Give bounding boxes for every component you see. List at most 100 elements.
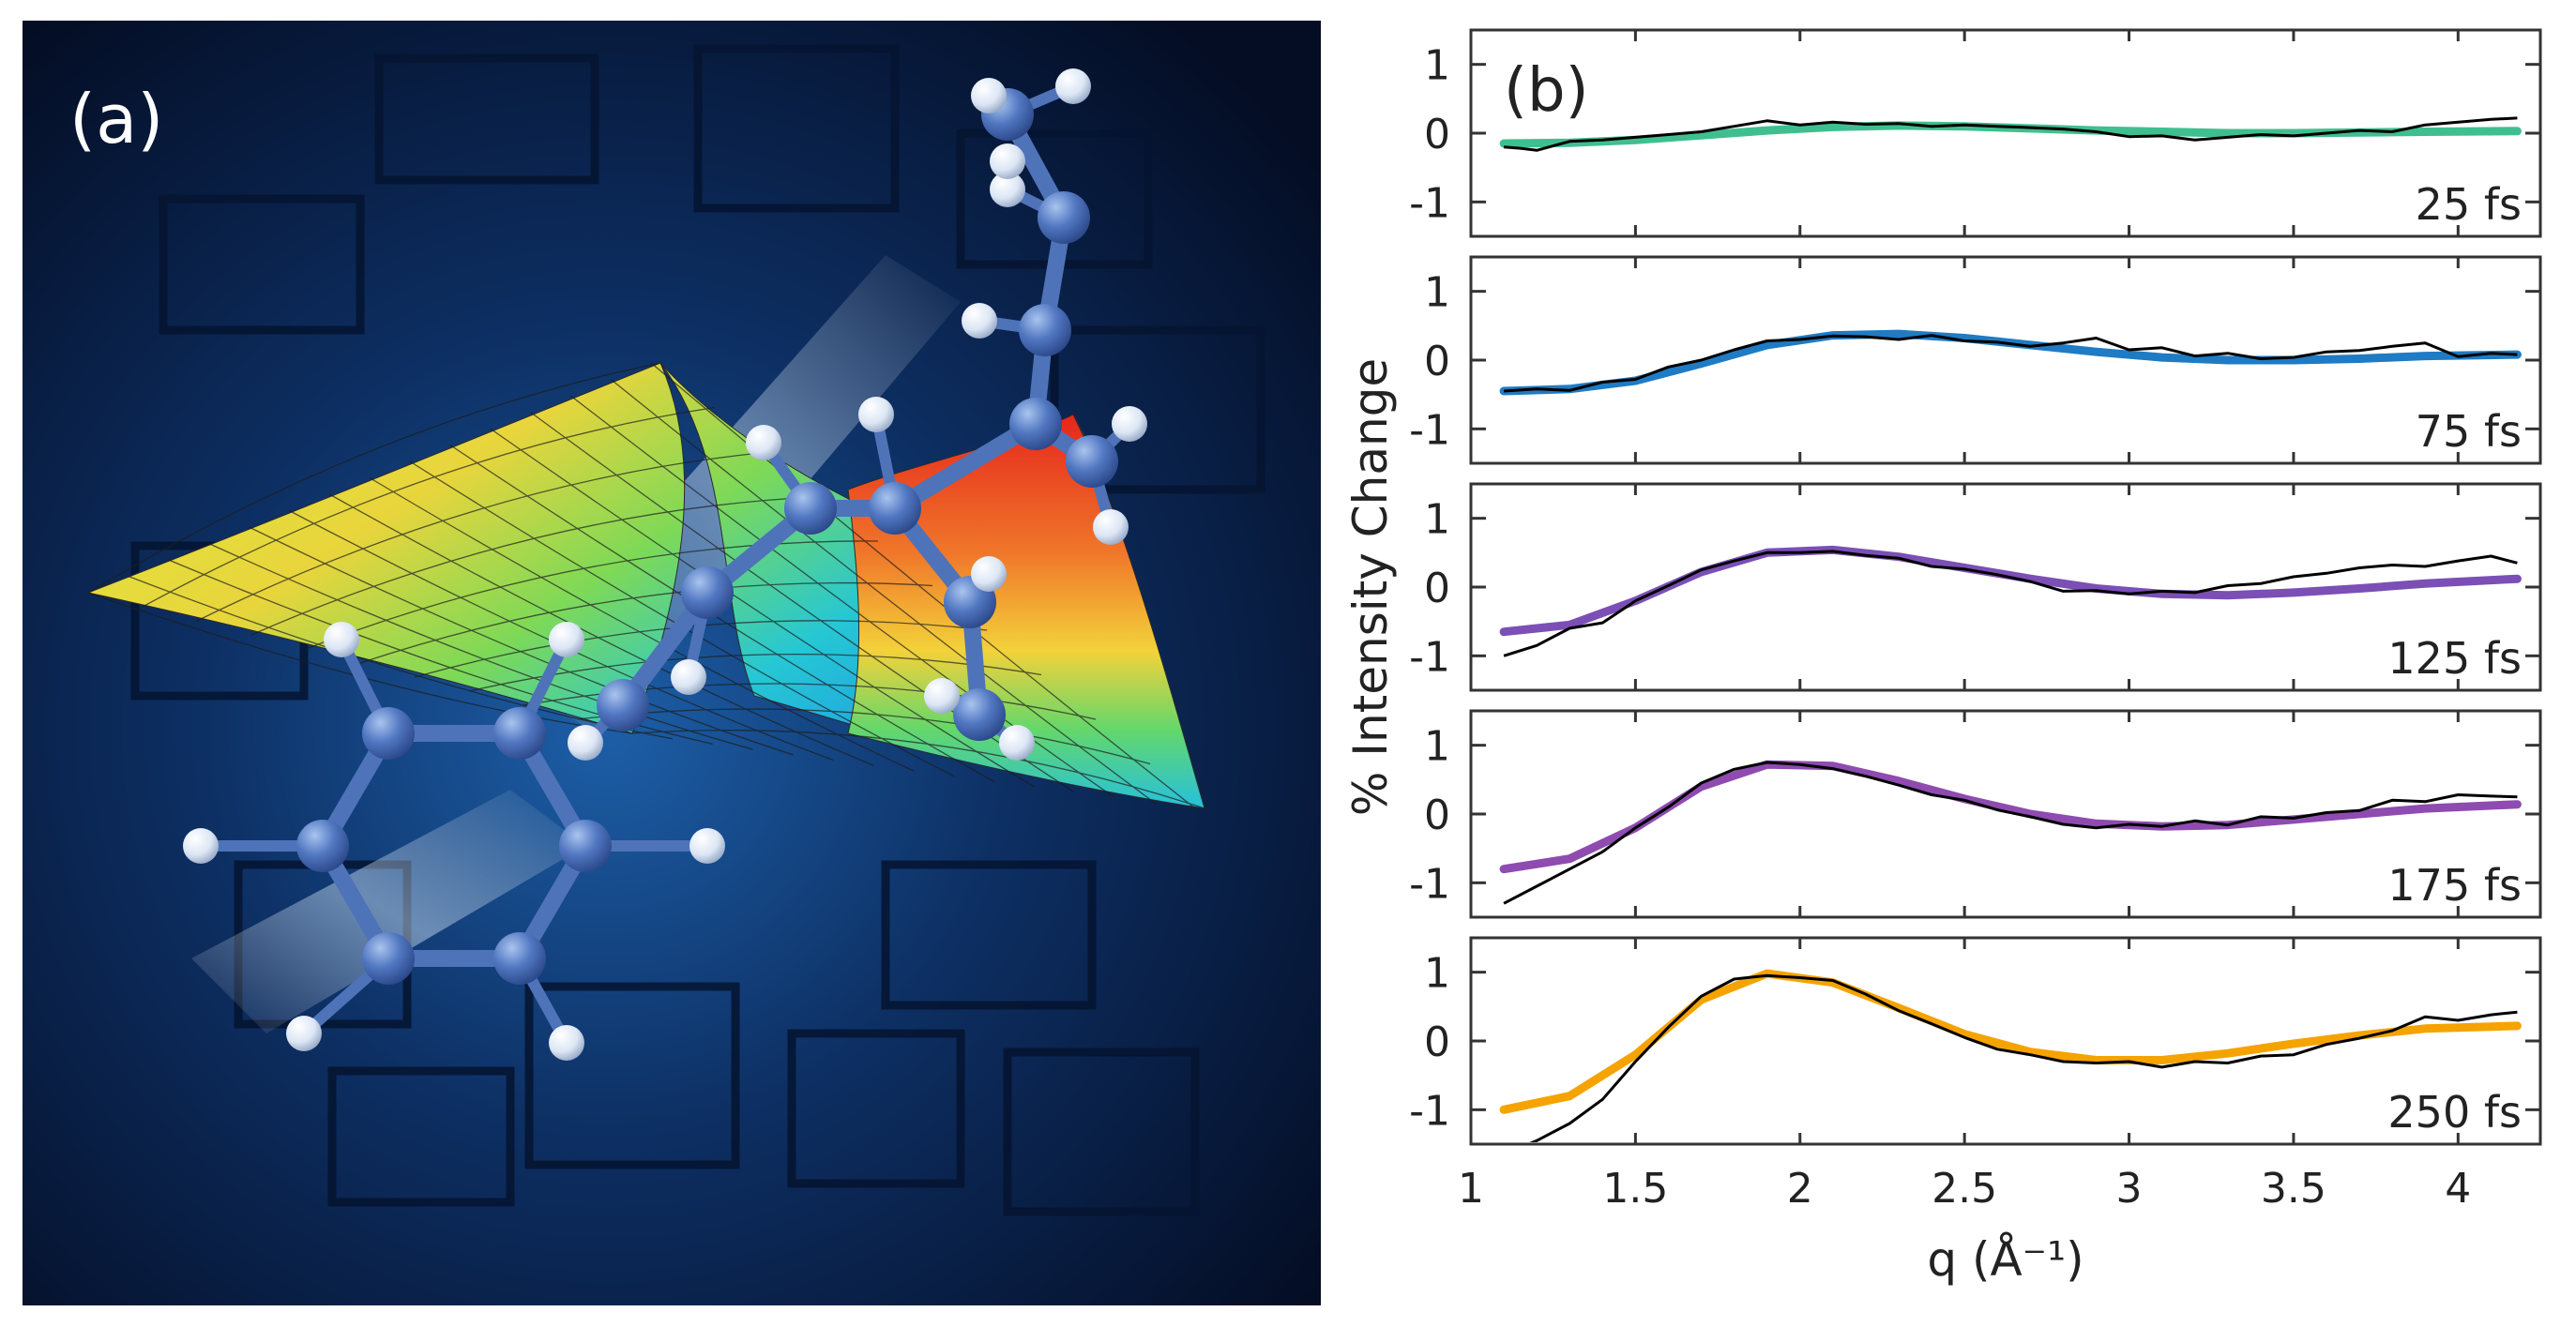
hydrogen-atom (183, 828, 219, 864)
y-tick-label: 0 (1424, 565, 1450, 612)
surface-mesh-line (208, 542, 753, 750)
y-tick-label: -1 (1409, 1087, 1450, 1135)
hydrogen-atom (324, 622, 359, 657)
hydrogen-atom (924, 678, 960, 714)
light-beam (191, 790, 585, 1033)
delay-label: 125 fs (2387, 633, 2522, 684)
panel-b-label: (b) (1504, 56, 1589, 126)
hydrogen-atom (971, 556, 1007, 592)
carbon-atom (1019, 304, 1071, 356)
delay-label: 75 fs (2416, 406, 2522, 457)
y-tick-label: 1 (1424, 269, 1450, 317)
surface-mesh-line (328, 493, 874, 766)
carbon-atom (362, 932, 415, 985)
y-tick-label: 1 (1424, 950, 1450, 998)
subplot-125-fs: 1 0 -1 125 fs (1409, 482, 2542, 692)
x-tick-label: 3 (2116, 1165, 2143, 1213)
hydrogen-atom (1055, 68, 1091, 104)
delay-label: 175 fs (2387, 860, 2522, 911)
y-tick-label: -1 (1409, 860, 1450, 908)
surface-mesh-line (87, 362, 661, 594)
y-tick-label: 1 (1424, 42, 1450, 90)
carbon-atom (869, 482, 921, 535)
x-tick-label: 3.5 (2261, 1165, 2326, 1213)
hexatriene-chain-molecule (568, 68, 1147, 761)
hydrogen-atom (990, 143, 1025, 179)
x-tick-label: 1.5 (1602, 1165, 1668, 1213)
scattering-chart: 1 0 -1 25 fs 1 0 -1 75 fs 1 0 -1 125 fs 1 0 -1 175 fs 1 0… (1343, 28, 2542, 1287)
carbon-atom (953, 688, 1006, 741)
surface-mesh-line (87, 592, 633, 734)
y-tick-label: -1 (1409, 179, 1450, 227)
hydrogen-atom (971, 78, 1007, 113)
surface-mesh-line (249, 526, 794, 756)
carbon-atom (493, 932, 546, 985)
experiment-line (1503, 116, 2518, 152)
hydrogen-atom (549, 1025, 584, 1061)
surface-mesh-line (490, 428, 1035, 788)
hydrogen-atom (1093, 509, 1129, 545)
carbon-atom (597, 679, 649, 731)
hydrogen-atom (671, 659, 706, 695)
delay-label: 250 fs (2387, 1087, 2522, 1138)
y-tick-label: 0 (1424, 1018, 1450, 1066)
hydrogen-atom (1112, 406, 1147, 442)
hydrogen-atom (746, 425, 781, 460)
y-tick-label: 0 (1424, 792, 1450, 839)
surface-mesh-line (359, 581, 933, 664)
surface-mesh-line (569, 395, 1115, 799)
surface-mesh-line (196, 451, 770, 622)
surface-mesh-line (577, 708, 1151, 765)
benzene-ring-molecule (183, 622, 725, 1061)
x-axis-label: q (Å⁻¹) (1927, 1232, 2084, 1287)
bond (886, 415, 1044, 517)
subplot-25-fs: 1 0 -1 25 fs (1409, 28, 2542, 238)
carbon-atom (559, 820, 612, 872)
experiment-line (1503, 761, 2518, 905)
carbon-atom (296, 820, 349, 872)
illustration-panel: (a) (23, 21, 1321, 1305)
y-tick-label: -1 (1409, 633, 1450, 681)
hydrogen-atom (962, 303, 997, 339)
y-tick-label: 0 (1424, 111, 1450, 158)
hydrogen-atom (286, 1016, 322, 1051)
y-axis-label: % Intensity Change (1343, 358, 1398, 816)
x-tick-label: 4 (2445, 1165, 2471, 1213)
subplot-75-fs: 1 0 -1 75 fs (1409, 255, 2542, 465)
carbon-atom (681, 566, 734, 619)
hydrogen-atom (990, 172, 1025, 207)
surface-mesh-line (305, 540, 879, 650)
subplot-175-fs: 1 0 -1 175 fs (1409, 709, 2542, 919)
experiment-line (1504, 334, 2518, 393)
surface-mesh-line (610, 378, 1156, 804)
y-tick-label: -1 (1409, 406, 1450, 454)
carbon-atom (1009, 398, 1062, 450)
carbon-atom (362, 707, 415, 760)
hydrogen-atom (689, 828, 725, 864)
carbon-atom (1038, 191, 1090, 244)
surface-mesh-line (142, 406, 716, 608)
experiment-line (1503, 550, 2518, 657)
surface-mesh-line (288, 509, 834, 762)
experiment-line (1529, 973, 2518, 1142)
surface-mesh-line (650, 362, 1196, 809)
y-tick-label: 1 (1424, 723, 1450, 771)
x-tick-label: 2 (1787, 1165, 1813, 1213)
x-tick-label: 1 (1458, 1165, 1484, 1213)
x-tick-label: 2.5 (1932, 1165, 1997, 1213)
hydrogen-atom (858, 397, 894, 432)
surface-mesh-line (631, 730, 1205, 809)
delay-label: 25 fs (2416, 179, 2522, 230)
carbon-atom (1066, 435, 1118, 488)
panel-a-label: (a) (69, 80, 163, 158)
hydrogen-atom (999, 725, 1035, 761)
y-tick-label: 1 (1424, 496, 1450, 544)
subplot-250-fs: 1 0 -1 250 fs (1409, 936, 2542, 1146)
y-tick-label: 0 (1424, 338, 1450, 385)
surface-mesh-line (449, 444, 995, 782)
surface-mesh-line (250, 495, 825, 636)
carbon-atom (784, 482, 837, 535)
hydrogen-atom (568, 725, 603, 761)
hydrogen-atom (549, 622, 584, 657)
carbon-atom (493, 707, 546, 760)
